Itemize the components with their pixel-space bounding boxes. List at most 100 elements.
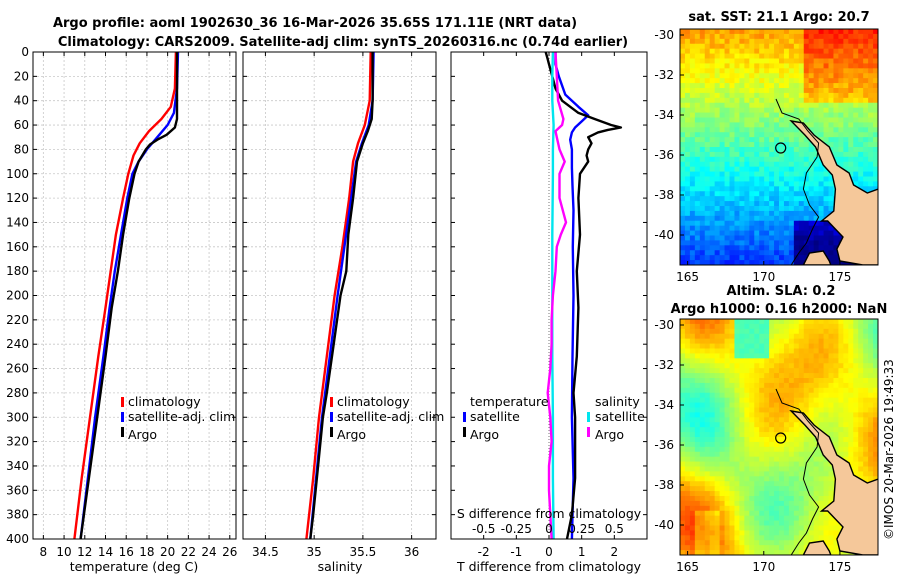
- x-tick-label: 22: [181, 545, 196, 559]
- heatmap-cell: [788, 530, 795, 536]
- heatmap-cell: [779, 151, 785, 158]
- heatmap-cell: [798, 151, 805, 158]
- heatmap-cell: [853, 83, 859, 89]
- heatmap-cell: [788, 471, 795, 477]
- heatmap-cell: [699, 466, 706, 473]
- heatmap-cell: [823, 181, 830, 187]
- heatmap-cell: [813, 171, 820, 178]
- sla-map-panel: Altim. SLA: 0.2 Argo h1000: 0.16 h2000: …: [654, 284, 887, 574]
- heatmap-cell: [793, 333, 800, 340]
- heatmap-cell: [853, 102, 859, 109]
- heatmap-cell: [783, 530, 790, 536]
- heatmap-cell: [724, 127, 731, 133]
- heatmap-cell: [788, 496, 795, 502]
- heatmap-cell: [853, 132, 859, 138]
- heatmap-cell: [729, 191, 736, 197]
- heatmap-cell: [729, 206, 736, 212]
- heatmap-cell: [783, 437, 790, 443]
- heatmap-cell: [779, 466, 785, 473]
- heatmap-cell: [714, 510, 721, 517]
- heatmap-cell: [739, 250, 745, 256]
- heatmap-cell: [684, 181, 691, 187]
- heatmap-cell: [699, 137, 706, 143]
- heatmap-cell: [818, 481, 825, 487]
- heatmap-cell: [808, 196, 815, 202]
- heatmap-cell: [724, 53, 731, 60]
- heatmap-cell: [843, 92, 849, 99]
- heatmap-cell: [798, 368, 805, 374]
- heatmap-cell: [803, 505, 810, 512]
- heatmap-cell: [680, 338, 686, 345]
- heatmap-cell: [858, 166, 864, 173]
- heatmap-cell: [769, 486, 775, 492]
- heatmap-cell: [684, 122, 691, 128]
- heatmap-cell: [724, 201, 731, 207]
- heatmap-cell: [754, 500, 760, 507]
- heatmap-cell: [823, 378, 830, 384]
- heatmap-cell: [779, 451, 785, 458]
- heatmap-cell: [759, 471, 765, 477]
- heatmap-cell: [729, 235, 736, 242]
- heatmap-cell: [863, 412, 869, 418]
- heatmap-cell: [848, 353, 854, 359]
- heatmap-cell: [734, 215, 740, 222]
- heatmap-cell: [783, 29, 790, 35]
- heatmap-cell: [714, 353, 721, 359]
- heatmap-cell: [739, 220, 745, 227]
- heatmap-cell: [744, 481, 750, 487]
- heatmap-cell: [714, 476, 721, 482]
- heatmap-cell: [774, 427, 780, 433]
- heatmap-cell: [754, 29, 760, 35]
- heatmap-cell: [863, 122, 869, 128]
- heatmap-cell: [783, 510, 790, 517]
- heatmap-cell: [853, 368, 859, 374]
- heatmap-cell: [863, 451, 869, 458]
- heatmap-cell: [680, 476, 686, 482]
- legend-swatch-t-argo: [463, 427, 466, 437]
- heatmap-cell: [868, 147, 874, 153]
- heatmap-cell: [868, 338, 874, 345]
- heatmap-cell: [734, 540, 740, 546]
- heatmap-cell: [788, 191, 795, 197]
- heatmap-cell: [764, 137, 770, 143]
- heatmap-cell: [828, 260, 835, 265]
- heatmap-cell: [729, 427, 736, 433]
- heatmap-cell: [739, 215, 745, 222]
- heatmap-cell: [774, 486, 780, 492]
- heatmap-cell: [729, 132, 736, 138]
- heatmap-cell: [749, 102, 755, 109]
- heatmap-cell: [764, 417, 770, 423]
- heatmap-cell: [704, 530, 711, 536]
- heatmap-cell: [788, 417, 795, 423]
- heatmap-cell: [729, 63, 736, 69]
- heatmap-cell: [853, 358, 859, 364]
- heatmap-cell: [779, 196, 785, 202]
- heatmap-cell: [709, 245, 716, 251]
- heatmap-cell: [774, 397, 780, 404]
- heatmap-cell: [704, 97, 711, 104]
- heatmap-cell: [759, 191, 765, 197]
- heatmap-cell: [833, 427, 839, 433]
- heatmap-cell: [813, 132, 820, 138]
- heatmap-cell: [719, 373, 726, 379]
- heatmap-cell: [744, 402, 750, 409]
- heatmap-cell: [788, 176, 795, 183]
- heatmap-cell: [744, 117, 750, 124]
- heatmap-cell: [868, 373, 874, 379]
- heatmap-cell: [744, 112, 750, 119]
- heatmap-cell: [848, 137, 854, 143]
- heatmap-cell: [808, 486, 815, 492]
- heatmap-cell: [694, 481, 701, 487]
- heatmap-cell: [818, 92, 825, 99]
- heatmap-cell: [734, 525, 740, 532]
- heatmap-cell: [699, 245, 706, 251]
- heatmap-cell: [704, 422, 711, 428]
- heatmap-cell: [828, 88, 835, 94]
- heatmap-cell: [744, 88, 750, 94]
- heatmap-cell: [803, 88, 810, 94]
- heatmap-cell: [848, 73, 854, 79]
- series-line-salinity-argo: [546, 51, 568, 540]
- heatmap-cell: [754, 525, 760, 532]
- heatmap-cell: [764, 171, 770, 178]
- heatmap-cell: [788, 407, 795, 414]
